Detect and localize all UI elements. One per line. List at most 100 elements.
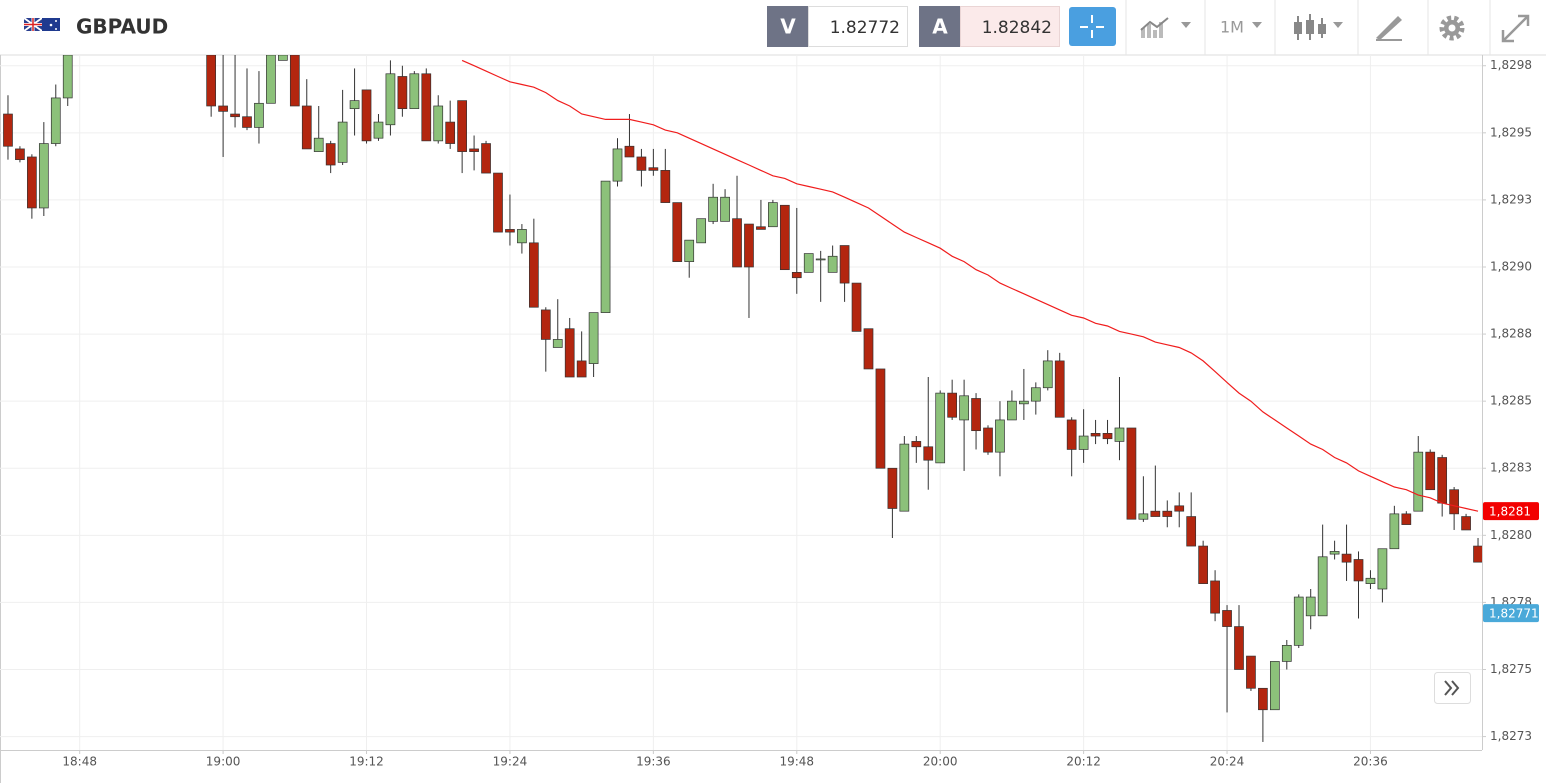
x-tick-label: 19:00 [206, 755, 241, 769]
candle-body [1222, 610, 1232, 627]
candle-body [648, 167, 659, 171]
candle-body [1054, 360, 1065, 418]
candle-body [552, 339, 563, 348]
sell-price-box[interactable] [808, 6, 908, 47]
candle-body [947, 392, 958, 418]
candle-body [1365, 577, 1376, 584]
candle-body [349, 100, 360, 110]
candle-body [1461, 516, 1471, 531]
candle-body [313, 137, 324, 152]
y-tick-label: 1,8288 [1490, 327, 1532, 341]
candle-body [1198, 545, 1208, 584]
candle-body [588, 312, 599, 364]
axes: 1,82731,82751,82781,82801,82831,82851,82… [62, 58, 1539, 769]
draw-tool-button[interactable] [1376, 16, 1402, 41]
toolbar: GBPAUD V 1.82772 A 1.82842 1M [0, 0, 1546, 56]
candle-body [660, 170, 671, 203]
candle-body [50, 97, 61, 144]
candle-body [1007, 400, 1017, 421]
candle-body [1030, 387, 1041, 402]
candle-body [1389, 513, 1400, 550]
candle-body [1066, 419, 1077, 450]
candle-body [1126, 427, 1137, 520]
y-tick-label: 1,8295 [1490, 125, 1532, 139]
candle-body [696, 218, 707, 244]
candle-body [1186, 516, 1197, 547]
candle-body [1174, 505, 1185, 512]
candle-body [839, 245, 850, 284]
candle-body [756, 226, 766, 230]
flag-icon [23, 17, 60, 32]
y-tick-label: 1,8290 [1490, 259, 1532, 273]
candle-body [744, 223, 754, 268]
sell-label[interactable]: V [780, 15, 796, 39]
y-tick-label: 1,8275 [1490, 662, 1532, 676]
candle-body [768, 202, 778, 228]
fullscreen-button[interactable] [1501, 14, 1530, 43]
candle-body [254, 102, 264, 128]
candle-body [1162, 510, 1173, 517]
sell-button[interactable] [767, 6, 808, 47]
candle-body [397, 76, 408, 110]
crosshair-button[interactable] [1069, 7, 1116, 46]
candle-body [827, 255, 838, 273]
symbol: GBPAUD [76, 15, 168, 39]
candle-body [445, 121, 456, 144]
x-tick-label: 19:48 [779, 755, 814, 769]
candle-body [301, 105, 312, 150]
candle-body [995, 419, 1005, 453]
candle-body [206, 55, 217, 107]
sell-price[interactable]: 1.82772 [830, 18, 900, 38]
settings-button[interactable] [1439, 15, 1465, 41]
candle-body [15, 148, 25, 161]
y-tick-label: 1,8285 [1490, 394, 1532, 408]
candle-body [266, 55, 276, 104]
candle-body [720, 196, 730, 222]
candle-body [1341, 553, 1352, 563]
x-tick-label: 19:12 [349, 755, 384, 769]
candle-body [38, 143, 49, 209]
buy-price-box[interactable] [960, 6, 1060, 47]
candle-body [373, 121, 384, 139]
candle-style-button[interactable] [1294, 14, 1343, 40]
candle-body [684, 239, 695, 262]
candle-body [564, 328, 575, 378]
timeframe[interactable]: 1M [1220, 18, 1244, 37]
candle-body [1210, 580, 1220, 614]
candle-body [1329, 551, 1340, 555]
timeframe-caret[interactable] [1252, 22, 1262, 28]
candle-body [612, 148, 623, 182]
y-tick-label: 1,8280 [1490, 528, 1532, 542]
buy-price[interactable]: 1.82842 [982, 18, 1052, 38]
candle-body [361, 89, 372, 142]
candle-body [576, 360, 587, 378]
candle-body [1401, 513, 1412, 525]
buy-label[interactable]: A [932, 15, 948, 39]
candle-body [1102, 433, 1113, 440]
candle-body [337, 121, 348, 163]
candle-body [1437, 457, 1448, 504]
scroll-right-button[interactable] [1434, 672, 1471, 704]
candle-body [481, 143, 491, 174]
candle-body [218, 105, 228, 112]
x-tick-label: 20:12 [1066, 755, 1101, 769]
plot-area [0, 55, 1482, 750]
candle-body [911, 441, 922, 448]
buy-button[interactable] [919, 6, 960, 47]
moving-average-line [461, 59, 1479, 512]
y-tick-label: 1,8298 [1490, 58, 1532, 72]
chart-type-button[interactable] [1140, 17, 1191, 38]
candle-body [457, 100, 467, 152]
candle-body [1305, 596, 1316, 617]
candle-body [230, 113, 240, 118]
candle-body [923, 446, 934, 461]
candle-body [815, 258, 826, 261]
x-tick-label: 18:48 [62, 755, 97, 769]
candle-body [493, 172, 503, 233]
candle-body [1019, 400, 1029, 405]
separators [1125, 0, 1491, 55]
candle-body [1234, 626, 1244, 670]
candle-body [899, 443, 910, 512]
candle-body [242, 116, 252, 128]
price-tag-label: 1,8281 [1489, 505, 1531, 519]
